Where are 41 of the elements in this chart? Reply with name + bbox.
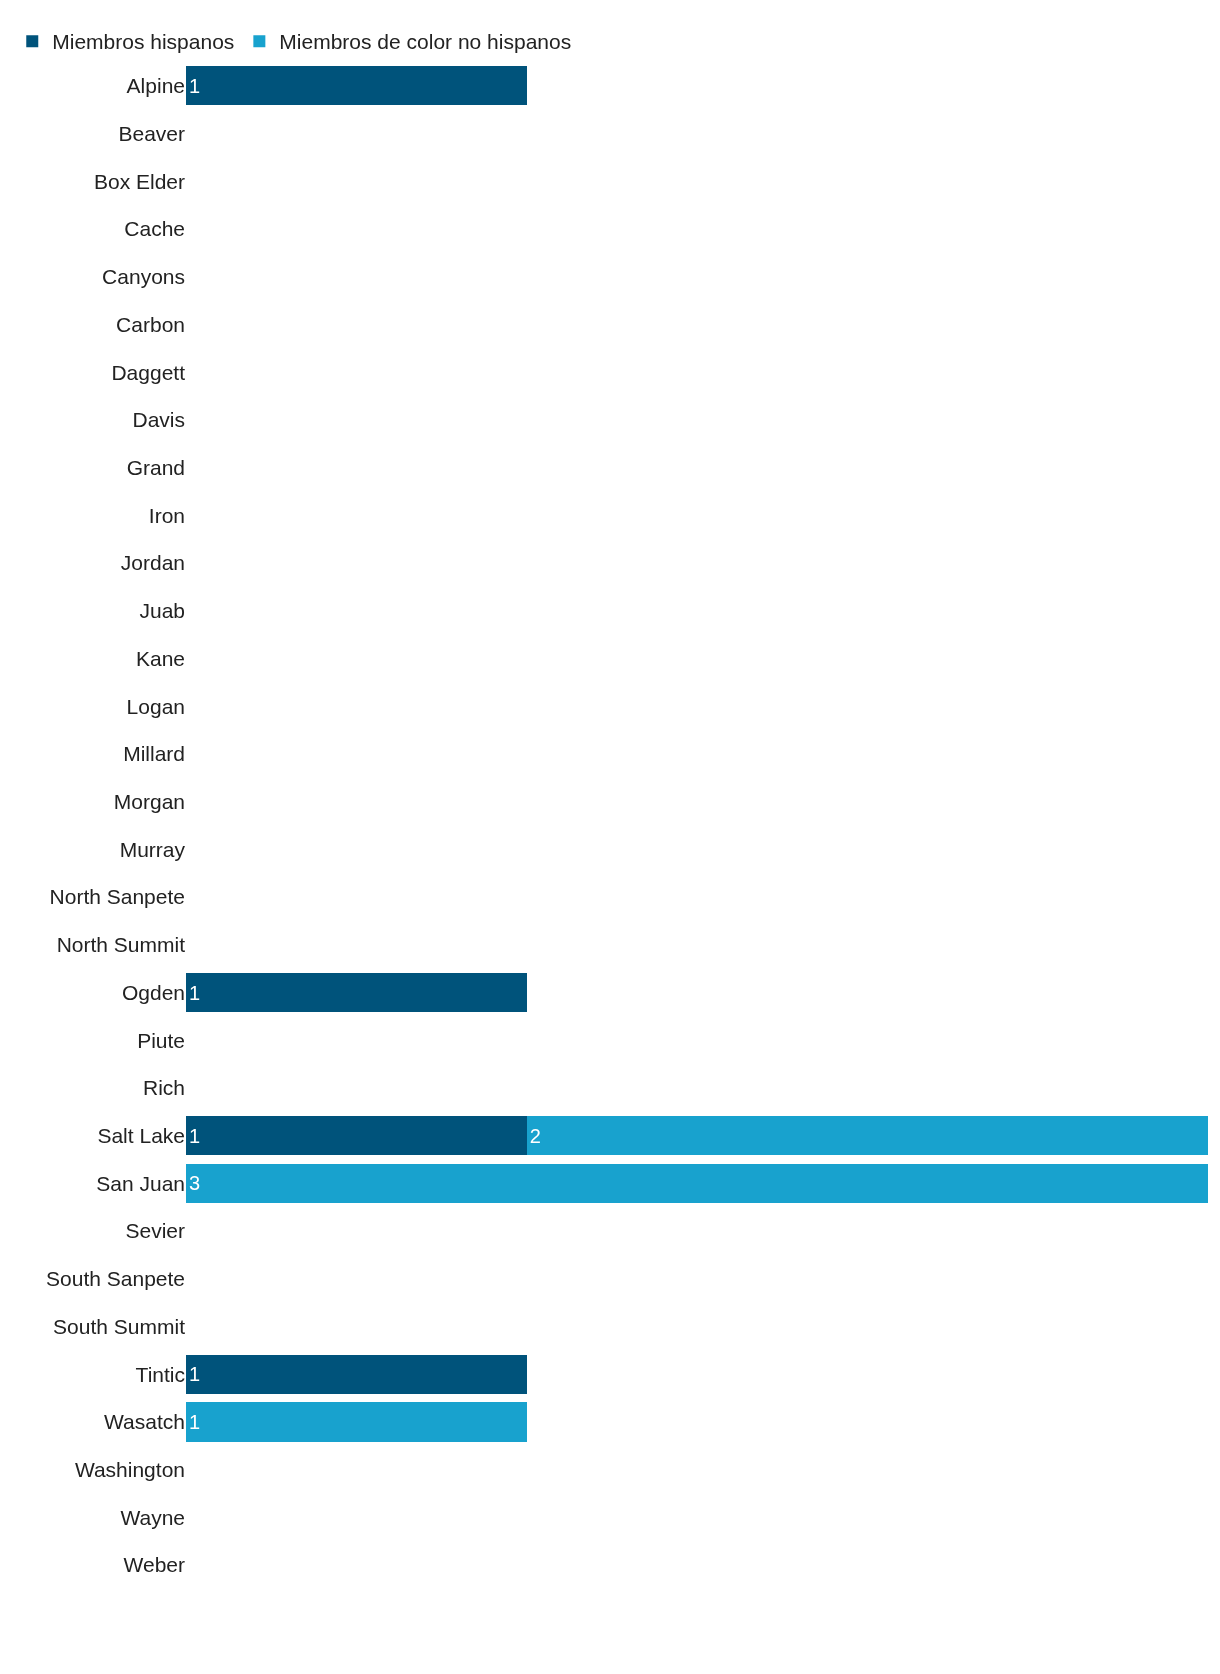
y-tick-label: Kane [135, 646, 185, 670]
y-tick-label: Sevier [125, 1219, 185, 1243]
legend-label: Miembros de color no hispanos [279, 30, 572, 54]
y-tick-label: Logan [126, 694, 185, 718]
y-tick-label: Jordan [120, 551, 185, 575]
y-tick-label: Piute [137, 1028, 185, 1052]
y-tick-label: Wayne [120, 1505, 185, 1529]
y-tick-label: South Summit [53, 1314, 186, 1338]
y-tick-label: Murray [119, 837, 186, 861]
data-label: 1 [189, 74, 201, 97]
data-label: 1 [189, 1410, 201, 1433]
y-tick-label: Davis [132, 408, 185, 432]
y-tick-label: Alpine [126, 74, 185, 98]
y-tick-label: San Juan [96, 1171, 185, 1195]
y-tick-label: Box Elder [93, 169, 185, 193]
y-tick-label: Morgan [113, 789, 185, 813]
y-tick-label: Wasatch [104, 1410, 185, 1434]
y-tick-label: Grand [126, 455, 185, 479]
y-tick-label: Daggett [111, 360, 186, 384]
y-tick-label: Cache [124, 217, 185, 241]
y-tick-label: Washington [74, 1458, 185, 1482]
data-label: 1 [189, 1363, 201, 1386]
y-tick-label: Rich [142, 1076, 185, 1100]
y-tick-label: North Summit [56, 933, 186, 957]
y-tick-label: Beaver [118, 121, 185, 145]
legend-label: Miembros hispanos [52, 30, 235, 54]
y-tick-label: Ogden [121, 980, 185, 1004]
y-tick-label: Tintic [135, 1362, 185, 1386]
y-tick-label: Canyons [102, 265, 185, 289]
data-label: 1 [189, 1124, 201, 1147]
data-label: 2 [529, 1124, 541, 1147]
y-tick-label: Millard [123, 742, 185, 766]
y-tick-label: Iron [148, 503, 185, 527]
y-tick-label: Salt Lake [97, 1124, 185, 1148]
y-tick-label: North Sanpete [49, 885, 185, 909]
y-tick-label: Weber [123, 1553, 185, 1577]
y-tick-label: Carbon [116, 312, 185, 336]
y-tick-label: Juab [139, 599, 185, 623]
y-tick-label: South Sanpete [46, 1267, 185, 1291]
data-label: 1 [189, 981, 201, 1004]
data-label: 3 [189, 1172, 201, 1195]
